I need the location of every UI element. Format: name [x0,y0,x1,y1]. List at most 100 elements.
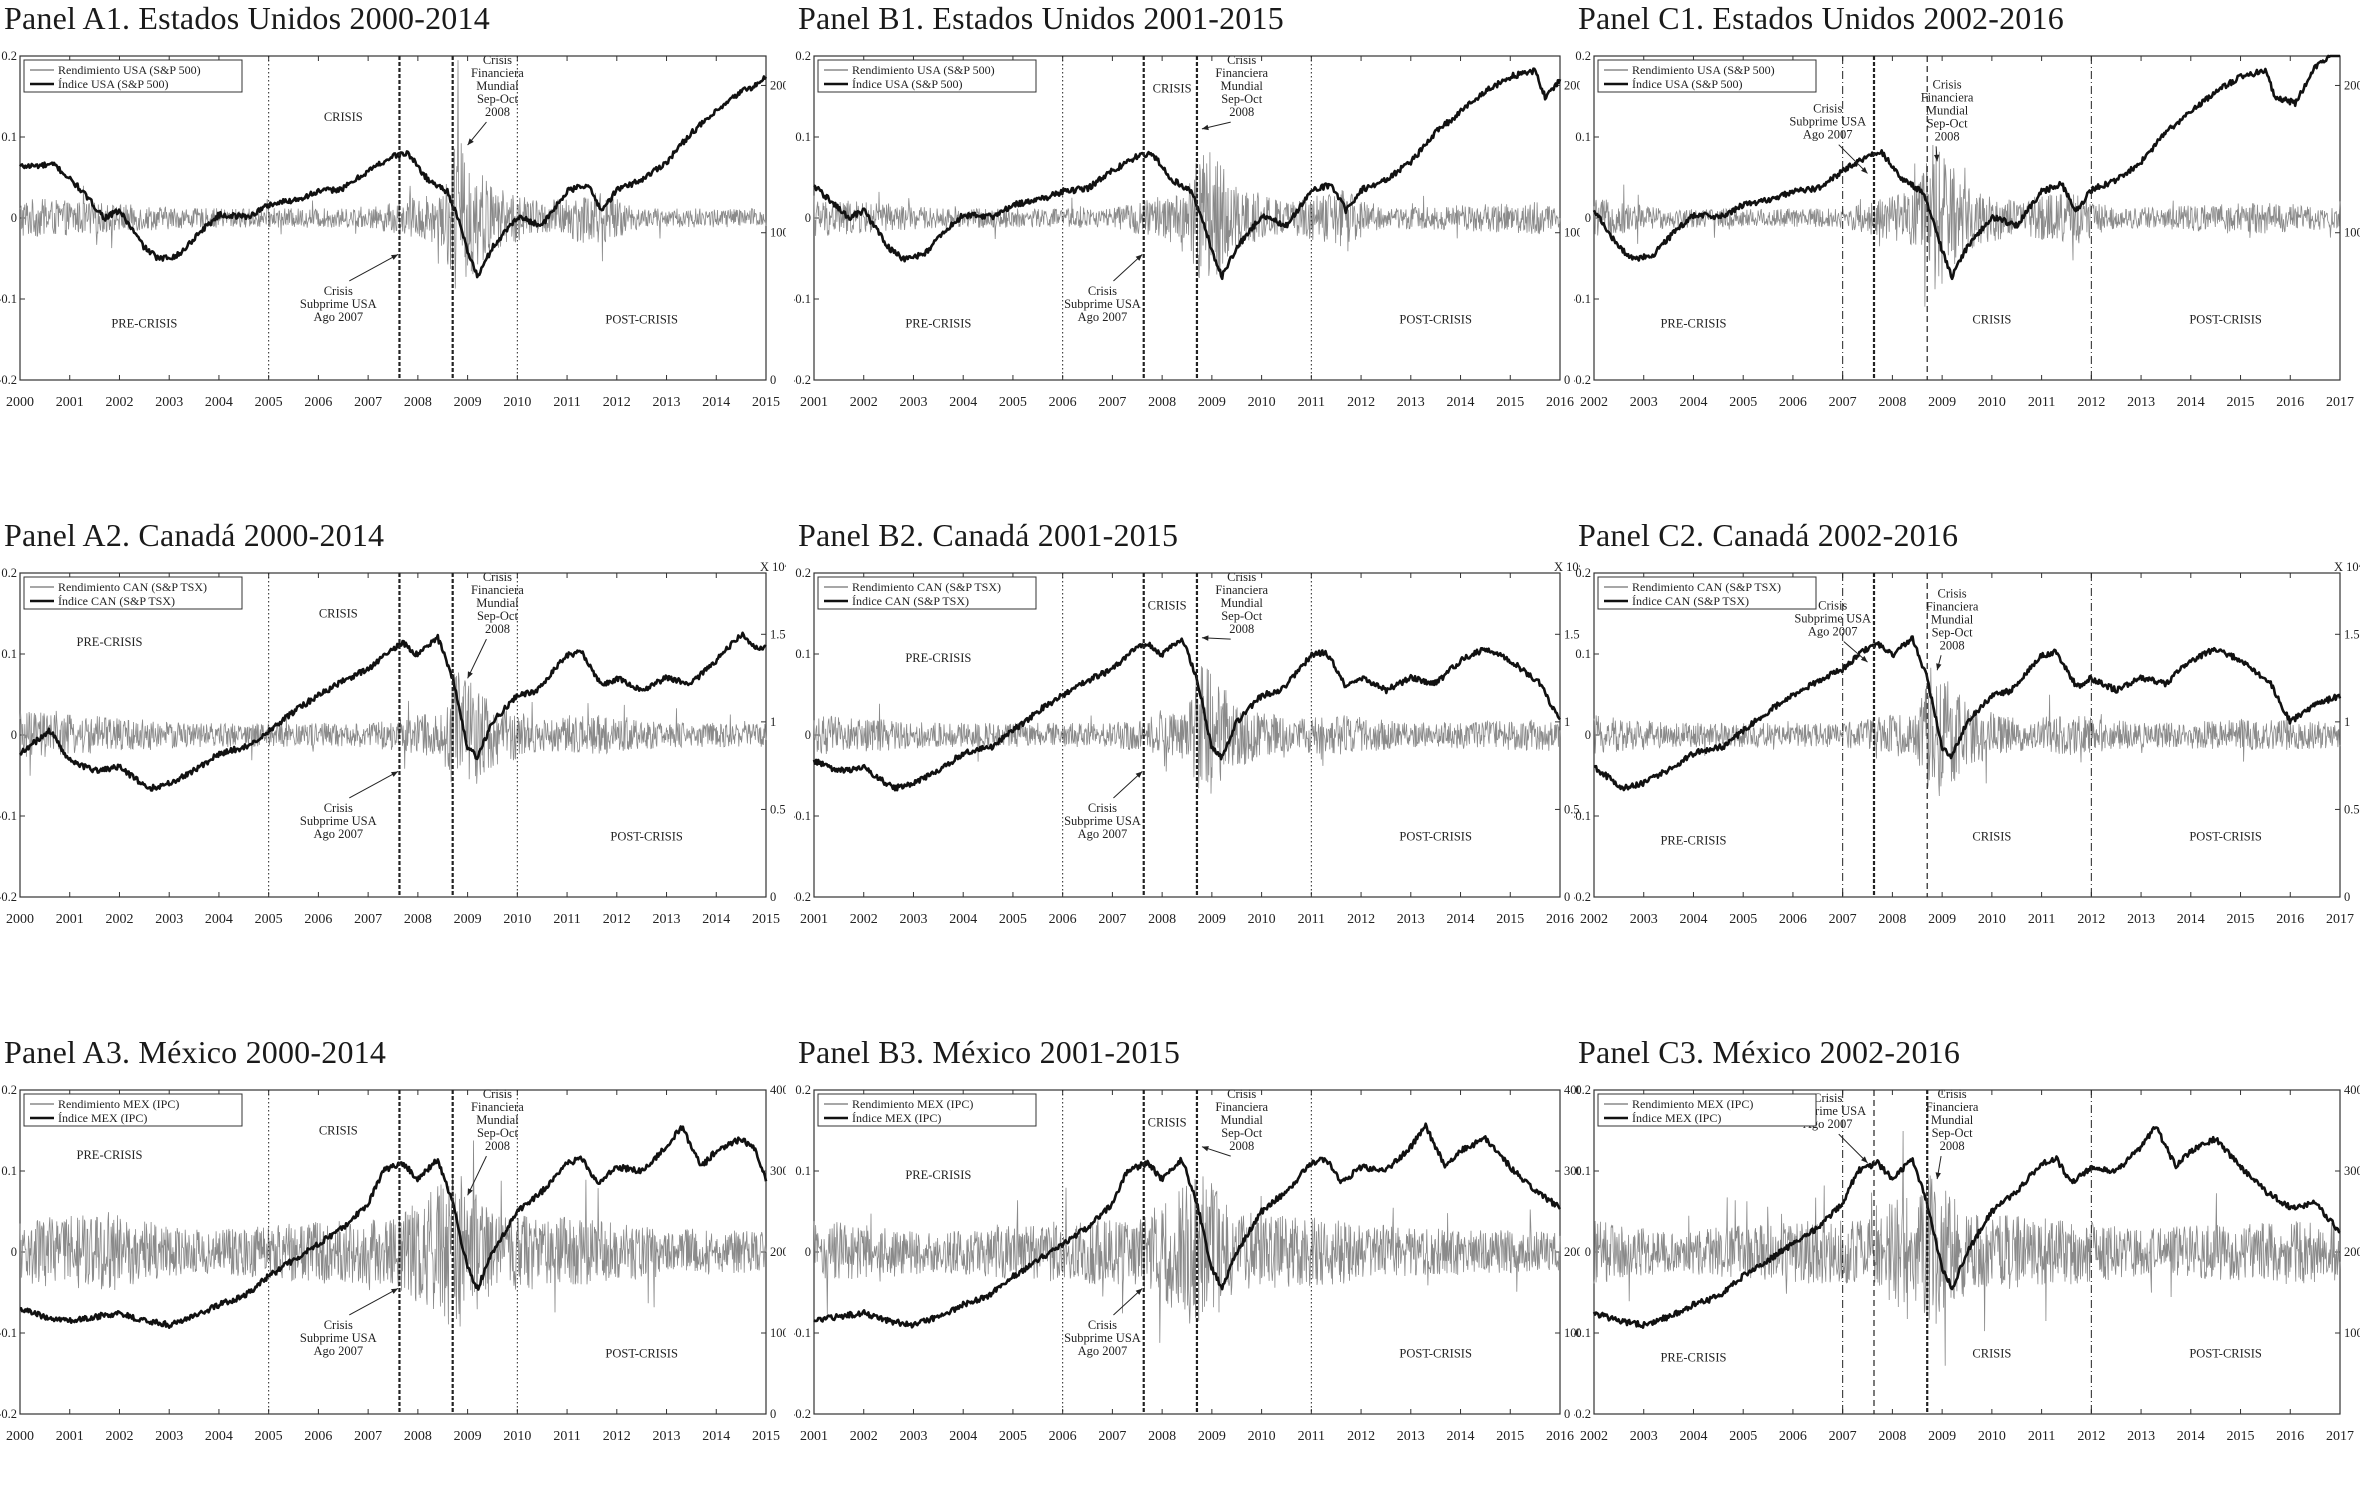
annotation-label: Crisis Subprime USA Ago 2007 [1064,1318,1141,1358]
y-left-tick-label: 0.2 [795,1083,811,1097]
annotation-line: CRISIS [319,1124,358,1138]
annotation-label: Crisis Subprime USA Ago 2007 [1794,598,1871,638]
legend-label-index: Índice CAN (S&P TSX) [1632,594,1749,608]
annotation-line: Sep-Oct [477,92,518,106]
legend-label-index: Índice CAN (S&P TSX) [852,594,969,608]
x-tick-label: 2014 [1447,1429,1475,1444]
annotation-line: Sep-Oct [1927,116,1968,130]
annotation-arrowhead [1135,771,1143,778]
annotation-line: 2008 [1935,129,1960,143]
annotation-line: Ago 2007 [1808,624,1858,638]
annotation-label: PRE-CRISIS [111,316,177,330]
x-tick-label: 2006 [1779,912,1807,927]
annotation-line: Crisis [483,570,512,584]
return-series-line [1593,144,2341,307]
x-tick-label: 2017 [2326,912,2354,927]
x-tick-label: 2010 [503,1429,531,1444]
annotation-label: CRISIS [1148,1115,1187,1129]
annotation-line: Ago 2007 [1078,1344,1128,1358]
x-tick-label: 2004 [205,912,233,927]
annotation-label: PRE-CRISIS [1660,1350,1726,1364]
y-right-tick-label: 4000 [1564,1083,1580,1097]
y-left-tick-label: 0.1 [795,130,811,144]
x-tick-label: 2010 [1978,395,2006,410]
x-tick-label: 2009 [1928,395,1956,410]
x-tick-label: 2015 [2227,395,2255,410]
y-right-tick-label: 0 [1564,373,1570,387]
annotation-line: Subprime USA [1064,814,1141,828]
x-tick-label: 2012 [2077,912,2105,927]
x-tick-label: 2009 [454,395,482,410]
index-series-line [1592,54,2341,281]
annotation-line: CRISIS [1972,1346,2011,1360]
legend-label-index: Índice CAN (S&P TSX) [58,594,175,608]
annotation-line: Financiera [471,583,524,597]
legend-box [817,576,1037,610]
y-left-tick-label: 0.1 [1,647,17,661]
annotation-line: CRISIS [324,110,363,124]
x-tick-label: 2004 [949,1429,977,1444]
x-tick-label: 2005 [1729,395,1757,410]
x-tick-label: 2014 [1447,395,1475,410]
annotation-line: Crisis [1937,586,1966,600]
annotation-label: Crisis Financiera Mundial Sep-Oct 2008 [1215,570,1268,636]
legend-box [817,59,1037,93]
annotation-line: Crisis [1813,102,1842,116]
y-left-tick-label: -0.1 [0,1326,17,1340]
x-tick-label: 2014 [1447,912,1475,927]
y-left-tick-label: 0.1 [1575,130,1591,144]
x-tick-label: 2001 [800,912,828,927]
index-series-line [19,1125,768,1329]
y-left-tick-label: -0.1 [1574,1326,1591,1340]
legend-box [23,576,243,610]
y-right-tick-label: 0 [770,373,776,387]
x-tick-label: 2004 [1679,912,1707,927]
x-tick-label: 2012 [2077,395,2105,410]
annotation-line: POST-CRISIS [605,1346,678,1360]
y-right-tick-label: 0.5 [1564,802,1580,816]
annotation-label: CRISIS [1148,598,1187,612]
x-tick-label: 2001 [800,1429,828,1444]
annotation-line: POST-CRISIS [605,312,678,326]
y-left-tick-label: 0.2 [1575,566,1591,580]
annotation-line: Subprime USA [1064,297,1141,311]
annotation-arrow [467,1155,487,1196]
y-right-tick-label: 1.5 [2344,627,2360,641]
x-tick-label: 2010 [1248,395,1276,410]
chart-svg: 2002 2003 2004 2005 2006 2007 2008 2009 2010 2011… [1574,49,2360,410]
chart-svg: 2002 2003 2004 2005 2006 2007 2008 2009 2010 2011… [1574,560,2360,927]
annotation-arrow [467,638,487,679]
y-left-tick-label: 0.1 [795,647,811,661]
y-left-tick-label: 0 [1585,728,1591,742]
x-tick-label: 2007 [1098,395,1126,410]
annotation-label: PRE-CRISIS [905,651,971,665]
annotation-line: Crisis [1088,801,1117,815]
legend-label-return: Rendimiento USA (S&P 500) [1632,63,1775,77]
return-series-line [813,152,1561,279]
x-tick-label: 2008 [1878,1429,1906,1444]
chart-svg: 2000 2001 2002 2003 2004 2005 2006 2007 2008 2009… [0,49,786,410]
x-tick-label: 2003 [1630,1429,1658,1444]
y-right-tick-label: 0 [770,890,776,904]
y-left-tick-label: 0 [1585,1245,1591,1259]
legend-label-return: Rendimiento MEX (IPC) [58,1097,179,1111]
annotation-arrow [1113,771,1143,799]
x-tick-label: 2004 [205,395,233,410]
x-tick-label: 2014 [702,395,730,410]
annotation-arrowhead [1936,663,1942,671]
x-tick-label: 2012 [603,1429,631,1444]
annotation-arrow [1113,254,1143,282]
y-left-tick-label: 0.1 [1575,647,1591,661]
legend-box [23,59,243,93]
annotation-line: CRISIS [1148,1115,1187,1129]
annotation-label: POST-CRISIS [2189,1346,2262,1360]
y-right-tick-label: 1 [1564,715,1570,729]
return-series-line [19,672,767,784]
annotation-line: PRE-CRISIS [905,651,971,665]
annotation-line: Mundial [476,79,519,93]
x-tick-label: 2009 [1928,912,1956,927]
y-right-tick-label: 0 [1564,1407,1570,1421]
panel-b3: Panel B3. México 2001-2015 2001 2002 2003 2… [794,1034,1580,1504]
x-tick-label: 2002 [850,395,878,410]
